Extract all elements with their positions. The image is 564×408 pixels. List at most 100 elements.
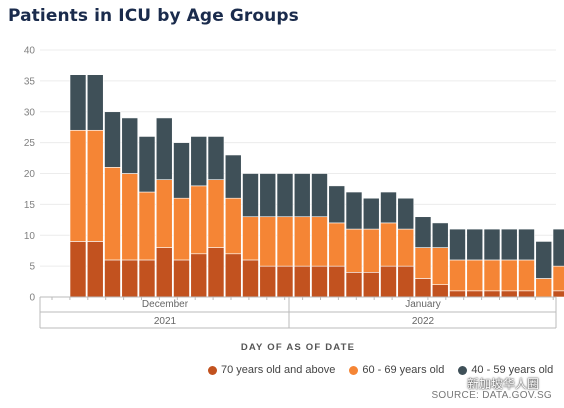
bar-segment bbox=[259, 216, 277, 267]
bar-segment bbox=[311, 173, 328, 218]
bar-segment bbox=[345, 191, 363, 230]
bar-segment bbox=[552, 290, 564, 298]
bar-segment bbox=[431, 247, 449, 285]
bar-segment bbox=[328, 222, 346, 267]
bar-segment bbox=[431, 222, 449, 248]
x-month-label: December bbox=[142, 299, 189, 310]
bar-segment bbox=[69, 74, 87, 131]
bar-segment bbox=[293, 265, 311, 298]
y-tick-label: 0 bbox=[29, 293, 35, 304]
bar-segment bbox=[431, 284, 449, 298]
bar-segment bbox=[362, 271, 380, 298]
bar-segment bbox=[397, 228, 415, 267]
bar-segment bbox=[86, 74, 104, 131]
bar-segment bbox=[362, 197, 380, 230]
bar-segment bbox=[173, 259, 190, 298]
bar-segment bbox=[69, 129, 87, 242]
legend-swatch bbox=[349, 365, 359, 375]
bar-segment bbox=[483, 290, 501, 298]
legend-label: 40 - 59 years old bbox=[471, 364, 554, 376]
bar-segment bbox=[138, 259, 156, 298]
bar-segment bbox=[276, 265, 294, 298]
legend-label: 70 years old and above bbox=[221, 364, 336, 376]
bar-segment bbox=[449, 228, 466, 261]
legend-swatch bbox=[208, 365, 217, 375]
y-tick-label: 15 bbox=[24, 200, 36, 211]
bar-segment bbox=[552, 265, 564, 292]
bar-segment bbox=[518, 290, 535, 298]
bar-segment bbox=[276, 173, 294, 218]
bar-segment bbox=[293, 173, 311, 218]
bar-segment bbox=[121, 173, 139, 261]
bar-segment bbox=[207, 247, 225, 298]
bar-segment bbox=[86, 241, 104, 298]
bar-segment bbox=[173, 142, 190, 199]
bar-segment bbox=[345, 271, 363, 298]
y-tick-label: 35 bbox=[24, 76, 36, 87]
bar-segment bbox=[500, 290, 518, 298]
bar-segment bbox=[86, 129, 104, 242]
bar-segment bbox=[449, 290, 466, 298]
bar-segment bbox=[224, 154, 242, 199]
bar-segment bbox=[518, 259, 535, 292]
y-tick-label: 5 bbox=[29, 262, 35, 273]
wechat-icon bbox=[449, 377, 463, 389]
chart-title: Patients in ICU by Age Groups bbox=[8, 6, 299, 26]
bar-segment bbox=[500, 259, 518, 292]
bar-segment bbox=[155, 117, 173, 180]
y-tick-label: 40 bbox=[24, 46, 36, 57]
bar-segment bbox=[224, 197, 242, 255]
bar-segment bbox=[207, 136, 225, 180]
bar-segment bbox=[397, 197, 415, 230]
bar-segment bbox=[328, 265, 346, 298]
bar-segment bbox=[466, 290, 484, 298]
bar-segment bbox=[259, 265, 277, 298]
x-year-label: 2022 bbox=[412, 316, 435, 327]
legend-item: 60 - 69 years old bbox=[349, 364, 444, 376]
bar-segment bbox=[500, 228, 518, 261]
y-tick-label: 25 bbox=[24, 138, 36, 149]
bar-segment bbox=[121, 117, 139, 174]
bar-segment bbox=[414, 216, 432, 248]
bar-segment bbox=[380, 222, 397, 267]
bar-segment bbox=[414, 247, 432, 279]
bar-segment bbox=[155, 179, 173, 248]
watermark-text: 新加坡华人圈 bbox=[467, 377, 540, 391]
bar-segment bbox=[380, 265, 397, 298]
bar-segment bbox=[259, 173, 277, 218]
bar-segment bbox=[483, 228, 501, 261]
legend: 70 years old and above 60 - 69 years old 4… bbox=[208, 364, 553, 376]
bar-segment bbox=[466, 259, 484, 292]
bar-segment bbox=[190, 136, 208, 187]
bar-segment bbox=[104, 167, 121, 261]
bar-segment bbox=[311, 265, 328, 298]
legend-item: 40 - 59 years old bbox=[458, 364, 553, 376]
bar-segment bbox=[345, 228, 363, 273]
x-month-label: January bbox=[405, 299, 441, 310]
bar-segment bbox=[293, 216, 311, 267]
bar-segment bbox=[190, 253, 208, 298]
bar-segment bbox=[138, 191, 156, 261]
bar-segment bbox=[224, 253, 242, 298]
bar-segment bbox=[242, 173, 259, 218]
source-note: SOURCE: DATA.GOV.SG bbox=[431, 390, 552, 401]
bar-segment bbox=[155, 247, 173, 298]
bar-segment bbox=[311, 216, 328, 267]
bar-segment bbox=[207, 179, 225, 248]
bar-segment bbox=[104, 259, 121, 298]
y-tick-label: 30 bbox=[24, 107, 36, 118]
bar-segment bbox=[69, 241, 87, 298]
bar-segment bbox=[328, 185, 346, 224]
bar-segment bbox=[483, 259, 501, 292]
legend-item: 70 years old and above bbox=[208, 364, 335, 376]
bar-segment bbox=[397, 265, 415, 298]
watermark: 新加坡华人圈 bbox=[449, 375, 539, 392]
bar-segment bbox=[138, 136, 156, 193]
x-year-label: 2021 bbox=[154, 316, 177, 327]
bar-segment bbox=[449, 259, 466, 292]
bar-segment bbox=[242, 259, 259, 298]
bar-segment bbox=[362, 228, 380, 273]
bar-segment bbox=[276, 216, 294, 267]
bar-segment bbox=[414, 278, 432, 298]
bar-segment bbox=[535, 241, 553, 279]
